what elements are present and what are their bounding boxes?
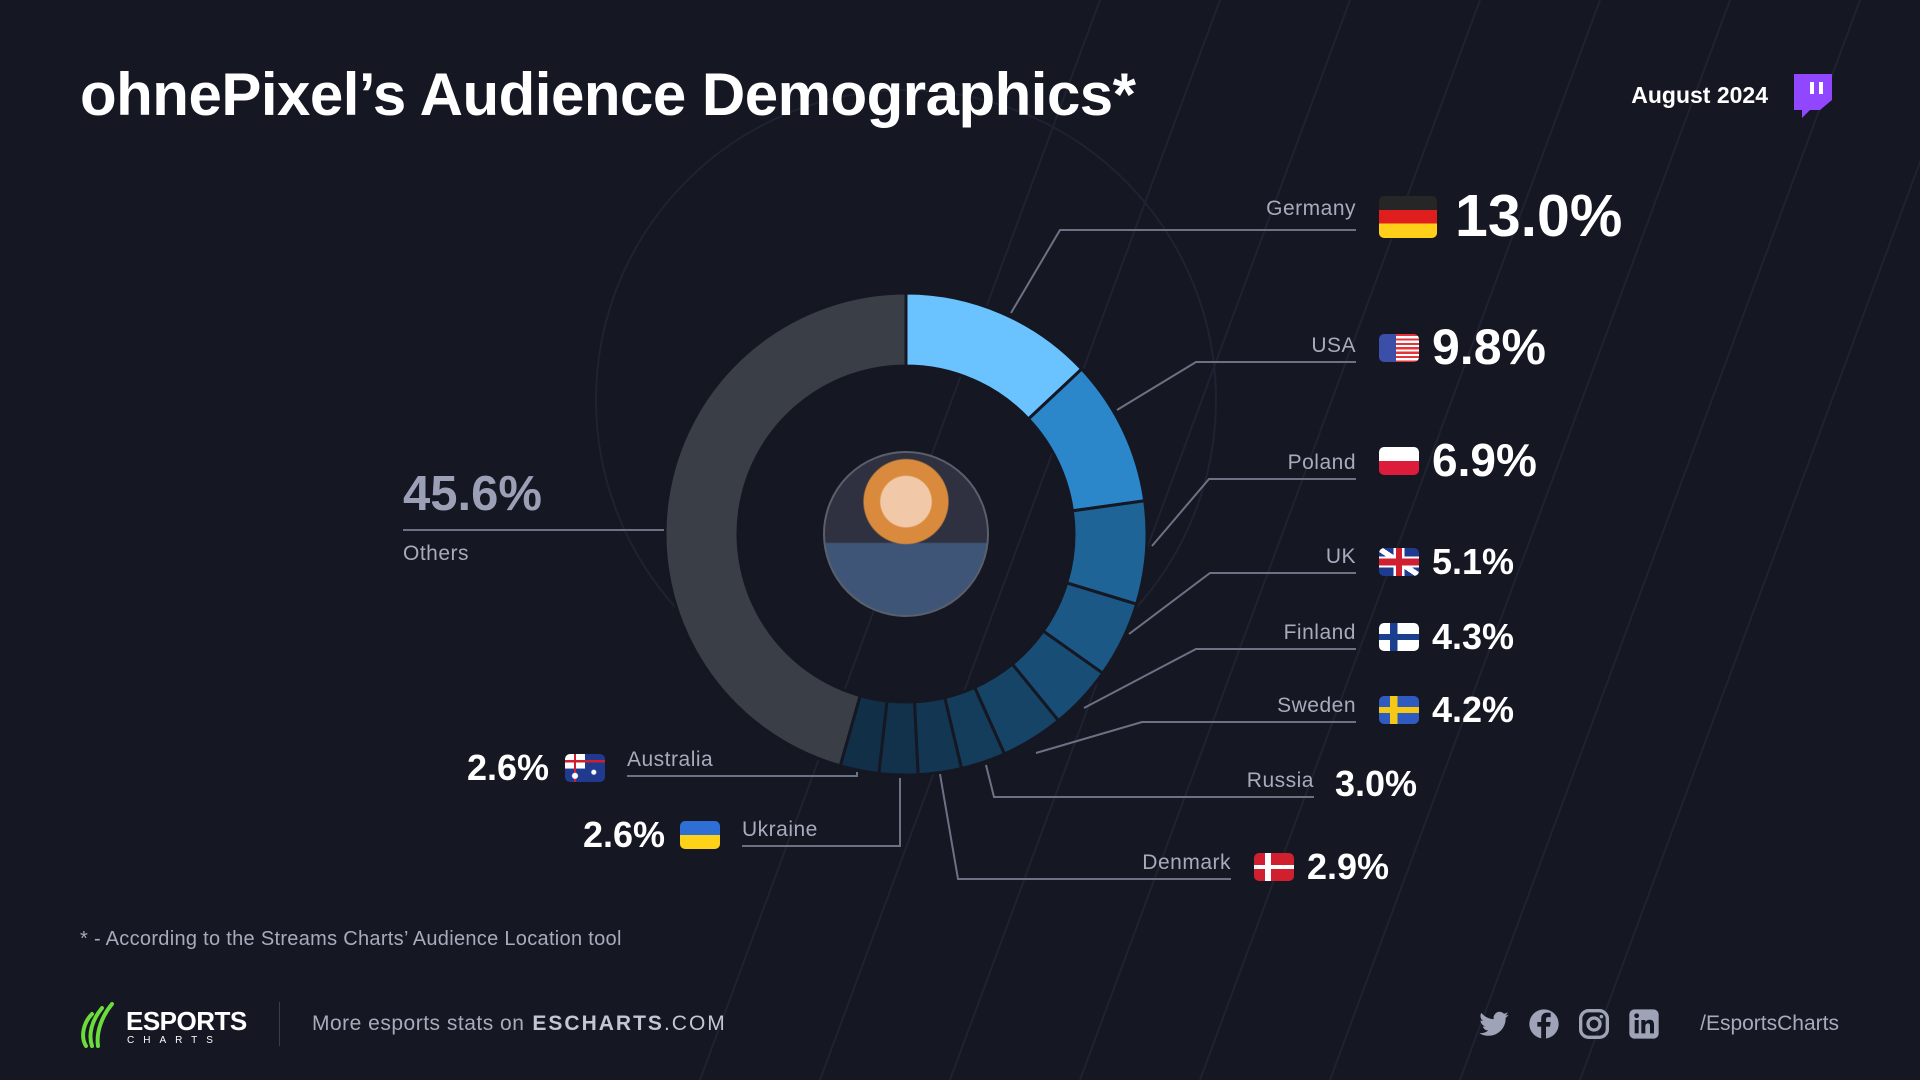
data-label-others-name: Others [403, 542, 470, 565]
data-label-uk-value: 5.1% [1432, 541, 1515, 582]
data-label-sweden-name: Sweden [1277, 694, 1356, 717]
linkedin-icon[interactable] [1628, 1008, 1660, 1040]
data-label-ukraine-value: 2.6% [582, 814, 665, 855]
more-stats-text: More esports stats on ESCHARTS.COM [312, 1012, 727, 1036]
poland-flag-icon [1379, 447, 1419, 475]
usa-flag-icon [1379, 334, 1419, 362]
data-label-denmark-value: 2.9% [1307, 846, 1390, 887]
data-label-germany-name: Germany [1266, 197, 1356, 220]
donut-slice-others [663, 291, 908, 768]
data-label-denmark-name: Denmark [1142, 851, 1231, 874]
leader-line-uk [1128, 572, 1356, 635]
leader-line-germany [1010, 229, 1356, 314]
site-link-domain[interactable]: .COM [663, 1012, 727, 1035]
data-label-australia-name: Australia [627, 748, 714, 771]
logo-subtext: CHARTS [127, 1035, 222, 1046]
leader-line-sweden [1035, 721, 1356, 754]
facebook-icon[interactable] [1528, 1008, 1560, 1040]
data-label-poland-name: Poland [1287, 451, 1356, 474]
data-label-poland-value: 6.9% [1432, 434, 1537, 486]
ukraine-flag-icon [680, 821, 720, 849]
data-label-germany-value: 13.0% [1455, 183, 1623, 249]
australia-flag-icon [565, 754, 605, 782]
data-label-australia-value: 2.6% [466, 747, 549, 788]
instagram-icon[interactable] [1578, 1008, 1610, 1040]
more-stats-label: More esports stats on [312, 1012, 525, 1035]
page-title: ohnePixel’s Audience Demographics* [80, 61, 1136, 128]
leader-line-usa [1116, 361, 1356, 411]
data-label-finland-value: 4.3% [1432, 616, 1515, 657]
leader-line-australia [627, 772, 858, 777]
esports-charts-logo-icon [81, 1002, 114, 1048]
logo-text: ESPORTS [126, 1006, 247, 1036]
data-label-ukraine-name: Ukraine [742, 818, 818, 841]
leader-line-ukraine [742, 778, 901, 847]
uk-flag-icon [1379, 548, 1419, 576]
social-handle[interactable]: /EsportsCharts [1700, 1012, 1839, 1035]
data-label-usa-value: 9.8% [1432, 319, 1546, 375]
avatar [823, 451, 989, 617]
date-label: August 2024 [1631, 82, 1768, 108]
leader-line-denmark [939, 773, 1231, 880]
data-label-usa-name: USA [1311, 334, 1356, 357]
data-label-others-value: 45.6% [403, 467, 542, 521]
data-label-russia-name: Russia [1246, 769, 1314, 792]
sweden-flag-icon [1379, 696, 1419, 724]
leader-line-poland [1151, 478, 1356, 547]
germany-flag-icon [1379, 196, 1437, 238]
footnote: * - According to the Streams Charts’ Aud… [80, 928, 622, 950]
twitter-icon[interactable] [1478, 1008, 1510, 1040]
data-label-uk-name: UK [1325, 545, 1356, 568]
twitch-icon [1794, 74, 1832, 118]
finland-flag-icon [1379, 623, 1419, 651]
site-link[interactable]: ESCHARTS [532, 1012, 664, 1035]
denmark-flag-icon [1254, 853, 1294, 881]
data-label-russia-value: 3.0% [1335, 763, 1418, 804]
footer-divider [279, 1002, 280, 1046]
leader-line-russia [985, 764, 1314, 798]
leader-line-finland [1083, 648, 1356, 709]
data-label-sweden-value: 4.2% [1432, 689, 1515, 730]
data-label-finland-name: Finland [1283, 621, 1356, 644]
